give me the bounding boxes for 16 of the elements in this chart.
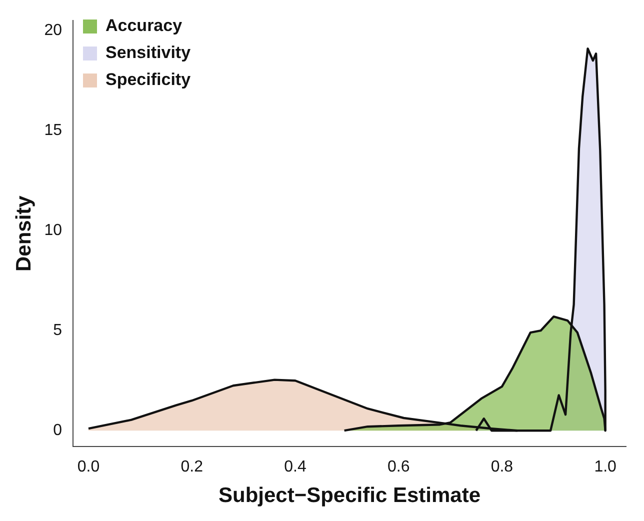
x-tick-label: 0.0 bbox=[77, 458, 100, 476]
x-tick-label: 1.0 bbox=[594, 458, 617, 476]
x-tick-label: 0.8 bbox=[490, 458, 514, 476]
x-tick-label: 0.4 bbox=[284, 458, 306, 476]
y-tick-label: 20 bbox=[44, 22, 62, 40]
x-axis-title: Subject−Specific Estimate bbox=[218, 484, 481, 508]
y-axis-title: Density bbox=[12, 195, 36, 272]
y-tick-label: 15 bbox=[44, 122, 62, 140]
y-tick-label: 0 bbox=[53, 422, 62, 440]
y-tick-label: 10 bbox=[44, 222, 62, 240]
legend-label: Accuracy bbox=[105, 16, 183, 36]
legend-label: Specificity bbox=[105, 70, 192, 90]
y-tick-label: 5 bbox=[53, 322, 62, 340]
x-tick-label: 0.6 bbox=[387, 458, 410, 476]
x-tick-label: 0.2 bbox=[180, 458, 204, 476]
legend-label: Sensitivity bbox=[105, 43, 192, 62]
